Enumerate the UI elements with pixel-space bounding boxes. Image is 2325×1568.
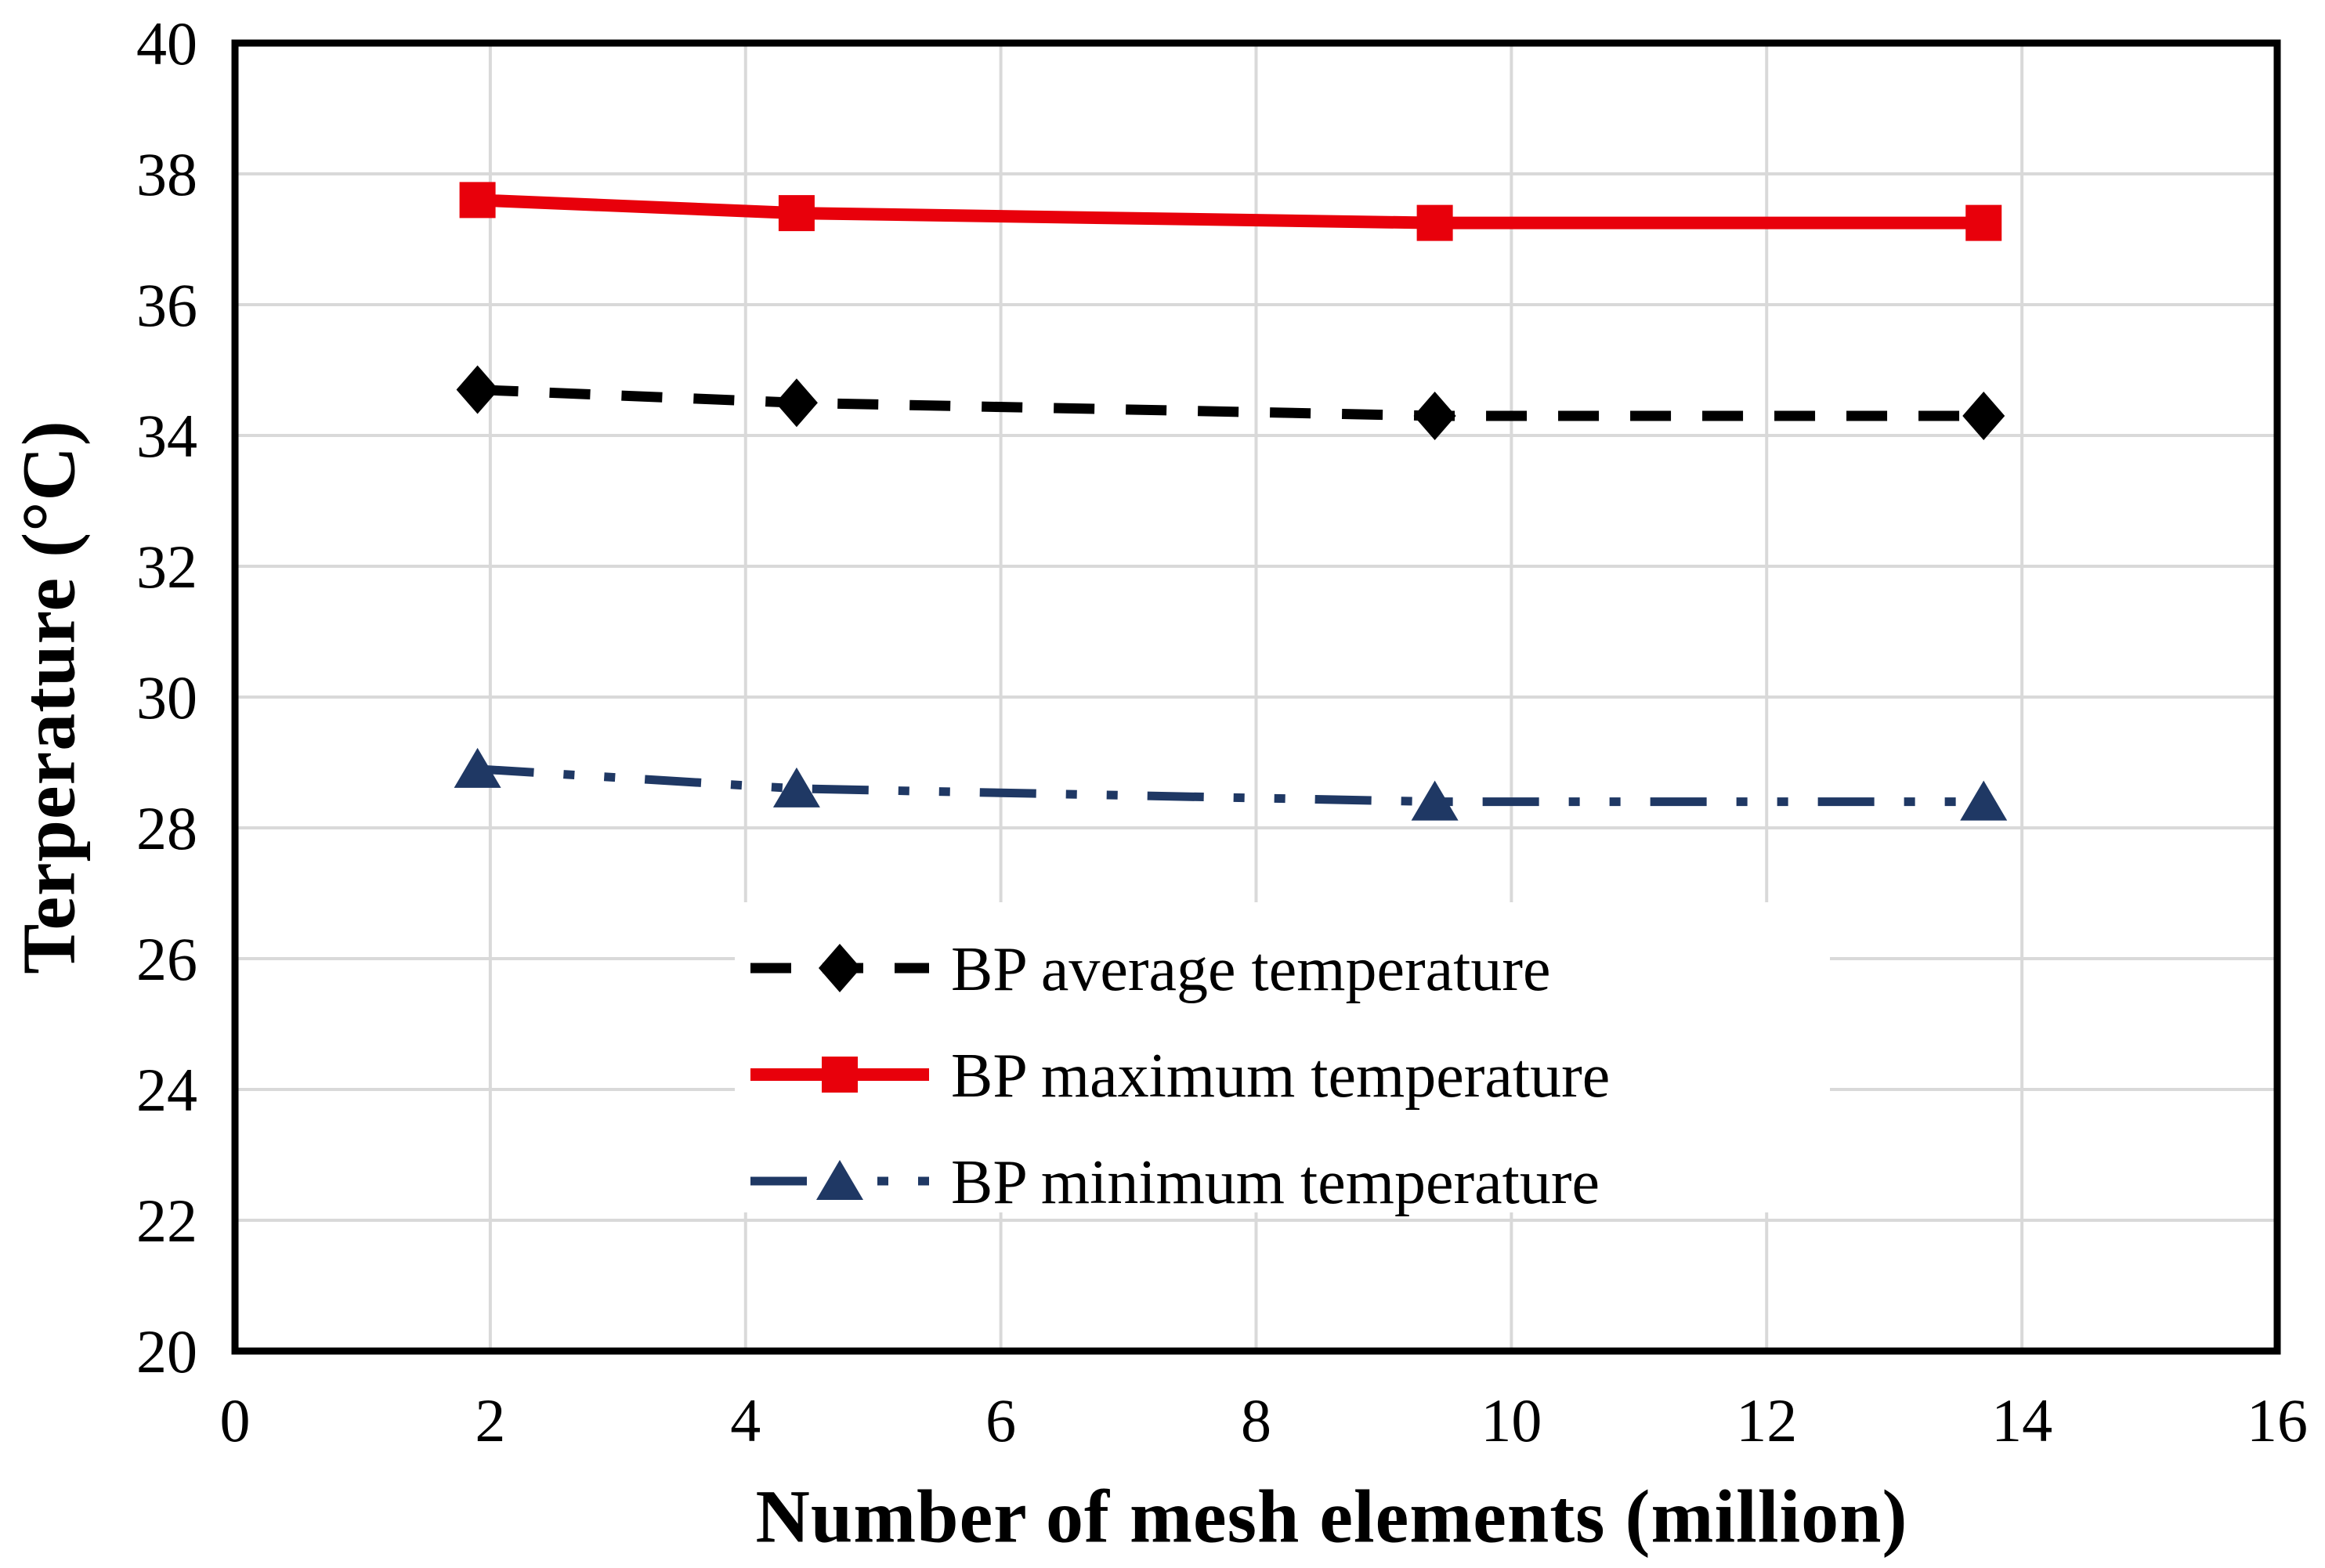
y-tick-label-36: 36 xyxy=(136,271,197,339)
series-marker-bp-minimum-temperature-2 xyxy=(1411,780,1459,821)
series-marker-bp-minimum-temperature-1 xyxy=(772,767,820,807)
series-marker-bp-maximum-temperature-3 xyxy=(1965,204,2002,241)
x-tick-label-14: 14 xyxy=(1991,1386,2052,1454)
y-tick-label-24: 24 xyxy=(136,1056,197,1124)
y-tick-label-20: 20 xyxy=(136,1317,197,1386)
legend-box xyxy=(735,902,1830,1212)
y-tick-label-40: 40 xyxy=(136,9,197,78)
y-tick-label-26: 26 xyxy=(136,925,197,993)
y-tick-label-22: 22 xyxy=(136,1187,197,1255)
y-tick-label-28: 28 xyxy=(136,794,197,862)
x-tick-label-2: 2 xyxy=(475,1386,505,1454)
x-tick-label-6: 6 xyxy=(985,1386,1016,1454)
legend-swatch-marker-bp-average-temperature xyxy=(819,944,861,992)
series-marker-bp-average-temperature-2 xyxy=(1413,391,1456,440)
legend-swatch-marker-bp-maximum-temperature xyxy=(822,1057,858,1093)
legend-label-bp-minimum-temperature: BP minimum temperature xyxy=(951,1148,1600,1217)
x-tick-label-8: 8 xyxy=(1241,1386,1271,1454)
series-marker-bp-average-temperature-3 xyxy=(1962,391,2005,440)
series-marker-bp-minimum-temperature-3 xyxy=(1960,780,2008,821)
x-tick-label-0: 0 xyxy=(220,1386,251,1454)
y-tick-label-30: 30 xyxy=(136,663,197,732)
x-axis-title: Number of mesh elements (million) xyxy=(755,1474,1908,1559)
legend-swatch-marker-bp-minimum-temperature xyxy=(816,1160,863,1200)
plot-border xyxy=(231,39,2281,1355)
x-tick-label-16: 16 xyxy=(2247,1386,2308,1454)
y-tick-label-38: 38 xyxy=(136,140,197,208)
legend-label-bp-average-temperature: BP average temperature xyxy=(951,935,1551,1004)
x-tick-label-4: 4 xyxy=(730,1386,761,1454)
y-tick-label-32: 32 xyxy=(136,533,197,601)
series-line-bp-average-temperature xyxy=(477,385,1984,421)
x-tick-label-10: 10 xyxy=(1481,1386,1542,1454)
series-line-bp-minimum-temperature xyxy=(477,764,1984,807)
series-marker-bp-maximum-temperature-2 xyxy=(1416,204,1453,241)
series-marker-bp-maximum-temperature-0 xyxy=(459,182,496,219)
y-axis-title: Terperature (°C) xyxy=(6,420,91,974)
series-marker-bp-maximum-temperature-1 xyxy=(778,195,815,232)
series-line-bp-maximum-temperature xyxy=(477,193,1984,229)
series-marker-bp-average-temperature-1 xyxy=(775,378,818,428)
y-tick-label-34: 34 xyxy=(136,402,197,470)
series-marker-bp-average-temperature-0 xyxy=(456,365,499,414)
legend-label-bp-maximum-temperature: BP maximum temperature xyxy=(951,1042,1610,1111)
x-tick-label-12: 12 xyxy=(1736,1386,1797,1454)
series-marker-bp-minimum-temperature-0 xyxy=(454,747,501,788)
